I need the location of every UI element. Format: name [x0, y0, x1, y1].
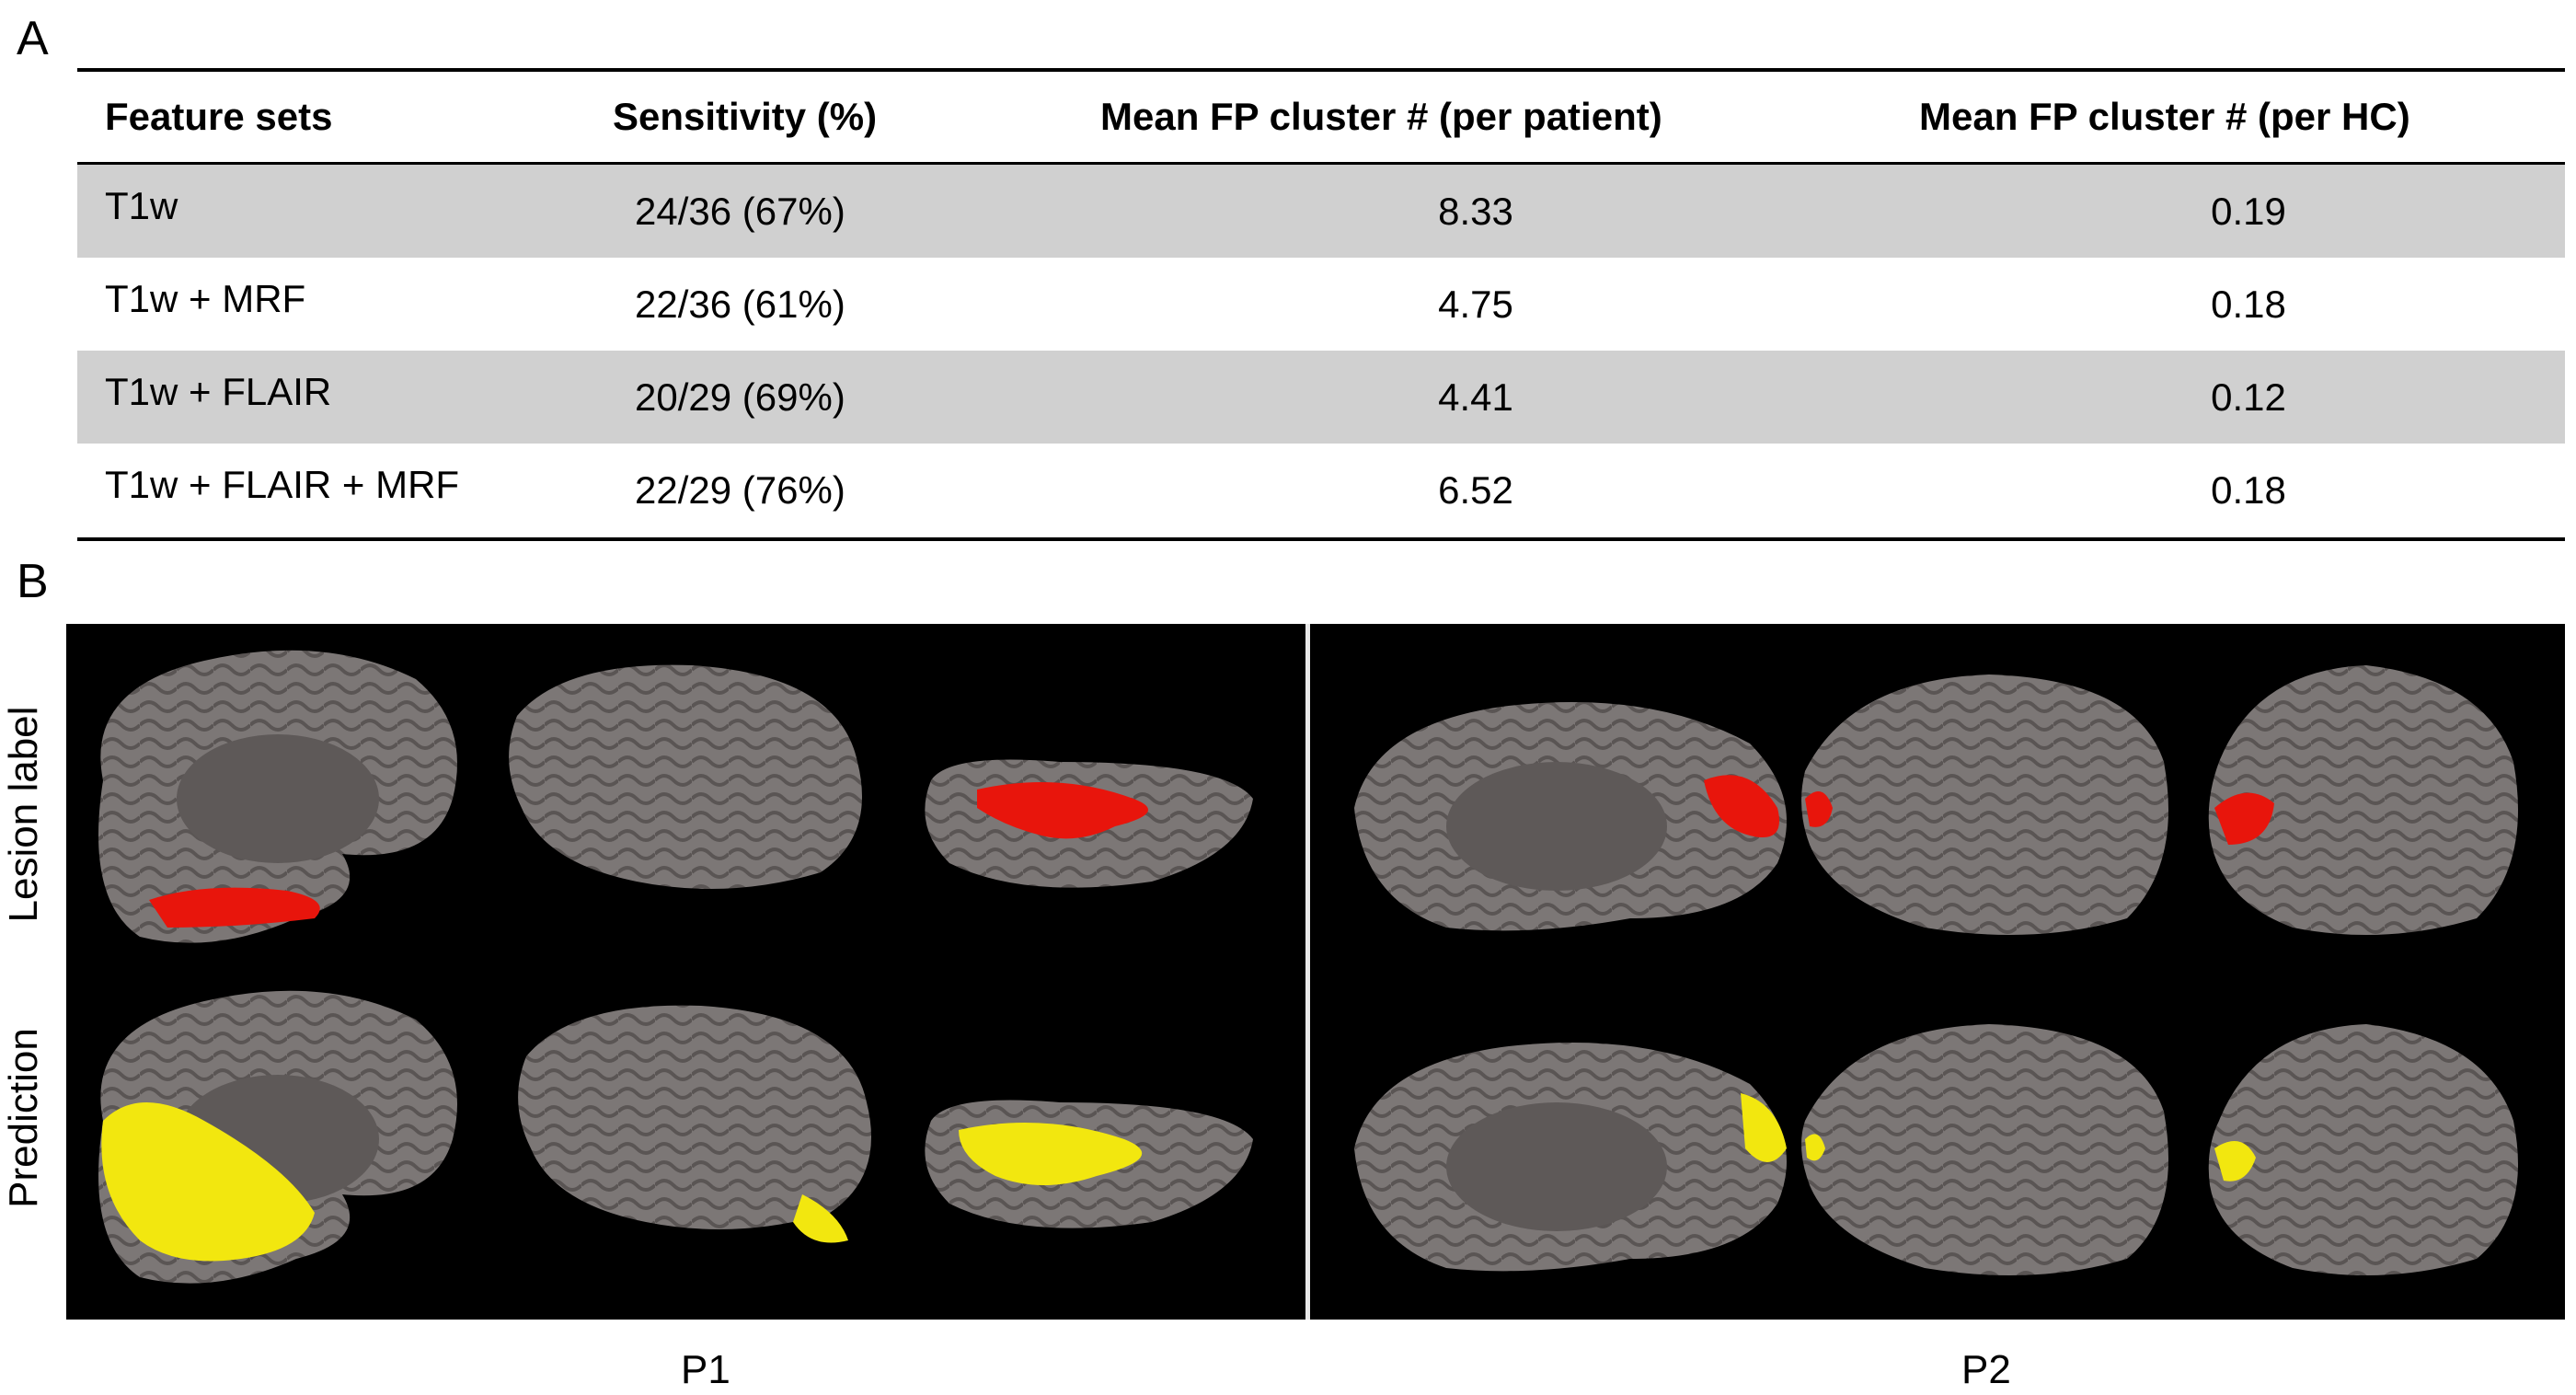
panel-label-a: A — [17, 12, 49, 65]
prediction-region — [1805, 1134, 1825, 1161]
header-feature-sets: Feature sets — [105, 95, 333, 138]
cell-fp-per-hc: 0.12 — [2211, 375, 2286, 419]
cell-feature-set: T1w + MRF — [105, 277, 306, 320]
table-top-rule — [77, 68, 2565, 72]
cell-feature-set: T1w — [105, 184, 178, 227]
header-fp-per-hc: Mean FP cluster # (per HC) — [1919, 95, 2410, 138]
panel-label-b: B — [17, 555, 49, 608]
p1-prediction-inferior-view — [925, 1100, 1253, 1228]
prediction-region — [101, 1102, 315, 1262]
p2-prediction-lateral-view — [1801, 1024, 2168, 1275]
table-row: T1w + MRF 22/36 (61%) 4.75 0.18 — [77, 258, 2565, 351]
prediction-region — [793, 1194, 848, 1243]
cell-fp-per-patient: 8.33 — [1438, 190, 1513, 233]
p2-lesion-posterior-view — [2208, 665, 2518, 935]
brain-surface-figure — [66, 624, 2565, 1320]
patient-divider — [1305, 624, 1310, 1320]
cell-feature-set: T1w + FLAIR + MRF — [105, 463, 460, 506]
header-fp-per-patient: Mean FP cluster # (per patient) — [1100, 95, 1662, 138]
patient-label-p1: P1 — [681, 1347, 730, 1392]
p1-lesion-inferior-view — [925, 759, 1253, 888]
cell-feature-set: T1w + FLAIR — [105, 370, 332, 413]
table-row: T1w + FLAIR 20/29 (69%) 4.41 0.12 — [77, 351, 2565, 444]
cell-fp-per-patient: 4.41 — [1438, 375, 1513, 419]
p2-lesion-lateral-view — [1801, 674, 2168, 935]
table-header-rule — [77, 162, 2565, 165]
cell-sensitivity: 24/36 (67%) — [635, 190, 845, 233]
lesion-region — [149, 887, 320, 928]
prediction-region — [1741, 1093, 1787, 1162]
brain-renderings — [98, 650, 2518, 1284]
header-sensitivity: Sensitivity (%) — [613, 95, 878, 138]
cell-fp-per-hc: 0.18 — [2211, 468, 2286, 512]
lesion-region — [1805, 791, 1833, 827]
p1-lesion-lateral-view — [509, 664, 862, 889]
patient-label-p2: P2 — [1961, 1347, 2011, 1392]
prediction-region — [2214, 1141, 2256, 1182]
cell-sensitivity: 22/29 (76%) — [635, 468, 845, 512]
lesion-region — [977, 782, 1148, 839]
row-label-prediction: Prediction — [1, 1028, 46, 1208]
table-row: T1w + FLAIR + MRF 22/29 (76%) 6.52 0.18 — [77, 444, 2565, 536]
cell-sensitivity: 22/36 (61%) — [635, 282, 845, 326]
p2-prediction-posterior-view — [2208, 1024, 2518, 1275]
cell-fp-per-patient: 4.75 — [1438, 282, 1513, 326]
row-label-lesion: Lesion label — [1, 706, 46, 923]
lesion-region — [1704, 775, 1779, 837]
p1-lesion-medial-view — [98, 650, 457, 943]
p1-prediction-medial-view — [98, 990, 457, 1284]
p2-lesion-medial-view — [1354, 702, 1787, 931]
table-row: T1w 24/36 (67%) 8.33 0.19 — [77, 165, 2565, 258]
lesion-region — [2214, 792, 2274, 845]
cell-fp-per-patient: 6.52 — [1438, 468, 1513, 512]
prediction-region — [959, 1123, 1143, 1185]
cell-fp-per-hc: 0.18 — [2211, 282, 2286, 326]
cell-sensitivity: 20/29 (69%) — [635, 375, 845, 419]
cell-fp-per-hc: 0.19 — [2211, 190, 2286, 233]
p2-prediction-medial-view — [1354, 1043, 1787, 1272]
table-bottom-rule — [77, 537, 2565, 541]
p1-prediction-lateral-view — [518, 1005, 871, 1243]
